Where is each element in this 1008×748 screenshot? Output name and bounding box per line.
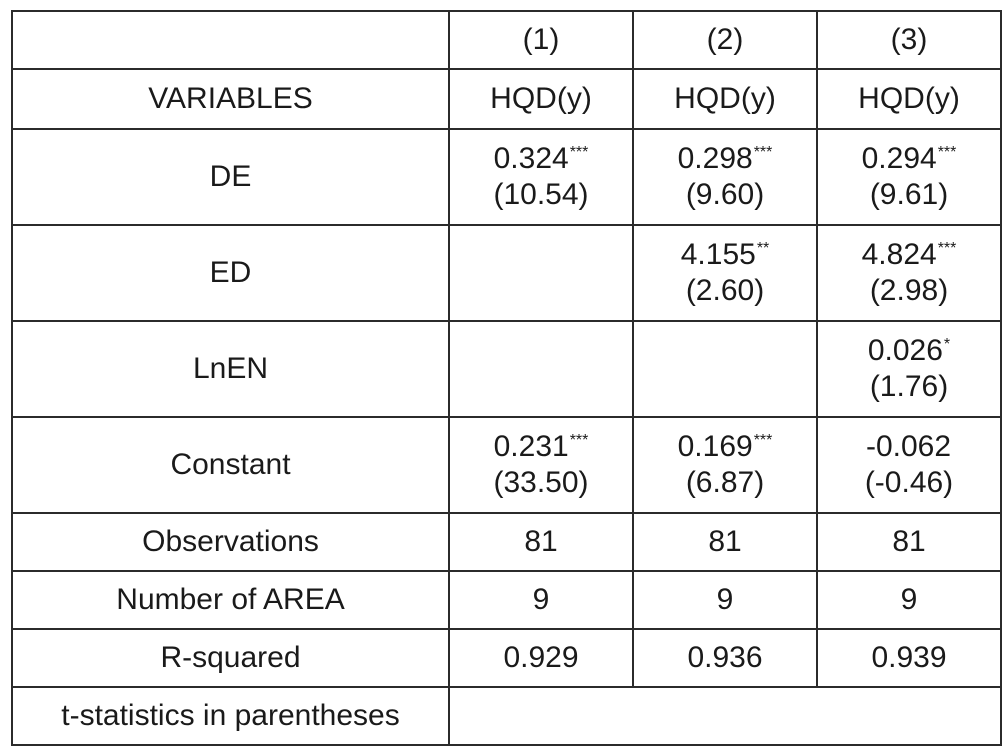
row-label: Constant <box>11 416 450 514</box>
coefficient: -0.062 <box>865 430 952 463</box>
stat-value: 81 <box>632 512 818 572</box>
coef-line: 0.298*** <box>634 141 816 177</box>
significance-stars: *** <box>753 432 773 449</box>
coef-row-lnen: LnEN 0.026* (1.76) <box>11 320 1002 418</box>
coef-line: 0.026* <box>818 333 1000 369</box>
coefficient: 0.324 <box>493 142 569 175</box>
coef-cell: 4.824*** (2.98) <box>816 224 1002 322</box>
t-statistic: (6.87) <box>685 466 765 499</box>
significance-stars: ** <box>756 240 770 257</box>
coef-line: -0.062 <box>818 429 1000 465</box>
stat-value: 81 <box>816 512 1002 572</box>
coef-cell: 0.294*** (9.61) <box>816 128 1002 226</box>
coef-cell: 0.231*** (33.50) <box>448 416 634 514</box>
coef-cell-empty <box>448 224 634 322</box>
coef-row-ed: ED 4.155** (2.60) 4.824*** (2.98) <box>11 224 1002 322</box>
t-statistic: (2.60) <box>685 274 765 307</box>
stat-value: 81 <box>448 512 634 572</box>
coef-cell: 0.298*** (9.60) <box>632 128 818 226</box>
row-label: LnEN <box>11 320 450 418</box>
coefficient: 0.169 <box>677 430 753 463</box>
model-header-2: (2) <box>632 10 818 70</box>
t-statistic: (-0.46) <box>864 466 954 499</box>
significance-stars: * <box>943 336 951 353</box>
stat-row-r-squared: R-squared 0.929 0.936 0.939 <box>11 628 1002 688</box>
row-label: Number of AREA <box>11 570 450 630</box>
model-header-3: (3) <box>816 10 1002 70</box>
dependent-var-2: HQD(y) <box>632 68 818 130</box>
stat-value: 9 <box>632 570 818 630</box>
row-label: ED <box>11 224 450 322</box>
coefficient: 0.231 <box>493 430 569 463</box>
model-header-1: (1) <box>448 10 634 70</box>
coef-line: 4.155** <box>634 237 816 273</box>
row-label: Observations <box>11 512 450 572</box>
coef-line: 0.169*** <box>634 429 816 465</box>
coef-cell: 0.169*** (6.87) <box>632 416 818 514</box>
significance-stars: *** <box>569 144 589 161</box>
variables-label: VARIABLES <box>11 68 450 130</box>
coefficient: 4.155 <box>680 238 756 271</box>
coef-cell-empty <box>448 320 634 418</box>
t-statistic: (10.54) <box>493 178 589 211</box>
dependent-var-1: HQD(y) <box>448 68 634 130</box>
coef-cell: 0.026* (1.76) <box>816 320 1002 418</box>
coef-cell-empty <box>632 320 818 418</box>
model-header-row: (1) (2) (3) <box>11 10 1002 70</box>
t-statistic: (1.76) <box>869 370 949 403</box>
stat-value: 0.939 <box>816 628 1002 688</box>
stat-value: 0.929 <box>448 628 634 688</box>
coef-line: 4.824*** <box>818 237 1000 273</box>
dependent-var-3: HQD(y) <box>816 68 1002 130</box>
coefficient: 4.824 <box>861 238 937 271</box>
coefficient: 0.298 <box>677 142 753 175</box>
coefficient: 0.026 <box>867 334 943 367</box>
stat-value: 9 <box>816 570 1002 630</box>
significance-stars: *** <box>937 240 957 257</box>
t-statistic: (9.60) <box>685 178 765 211</box>
significance-stars: *** <box>569 432 589 449</box>
coef-line: 0.294*** <box>818 141 1000 177</box>
coef-cell: 0.324*** (10.54) <box>448 128 634 226</box>
stat-value: 9 <box>448 570 634 630</box>
corner-cell <box>11 10 450 70</box>
note-row: t-statistics in parentheses <box>11 686 1002 746</box>
t-statistic: (9.61) <box>869 178 949 211</box>
coef-row-de: DE 0.324*** (10.54) 0.298*** (9.60) 0.29… <box>11 128 1002 226</box>
coef-cell: 4.155** (2.60) <box>632 224 818 322</box>
note-empty-cell <box>448 686 1002 746</box>
stat-row-observations: Observations 81 81 81 <box>11 512 1002 572</box>
coef-line: 0.231*** <box>450 429 632 465</box>
coef-cell: -0.062 (-0.46) <box>816 416 1002 514</box>
coef-row-constant: Constant 0.231*** (33.50) 0.169*** (6.87… <box>11 416 1002 514</box>
coefficient: 0.294 <box>861 142 937 175</box>
stat-row-number-of-area: Number of AREA 9 9 9 <box>11 570 1002 630</box>
row-label: DE <box>11 128 450 226</box>
regression-table: (1) (2) (3) VARIABLES HQD(y) HQD(y) HQD(… <box>11 10 1002 746</box>
row-label: R-squared <box>11 628 450 688</box>
dependent-variable-row: VARIABLES HQD(y) HQD(y) HQD(y) <box>11 68 1002 130</box>
significance-stars: *** <box>753 144 773 161</box>
t-statistic: (2.98) <box>869 274 949 307</box>
significance-stars: *** <box>937 144 957 161</box>
coef-line: 0.324*** <box>450 141 632 177</box>
t-statistic: (33.50) <box>493 466 589 499</box>
stat-value: 0.936 <box>632 628 818 688</box>
table-note: t-statistics in parentheses <box>11 686 450 746</box>
